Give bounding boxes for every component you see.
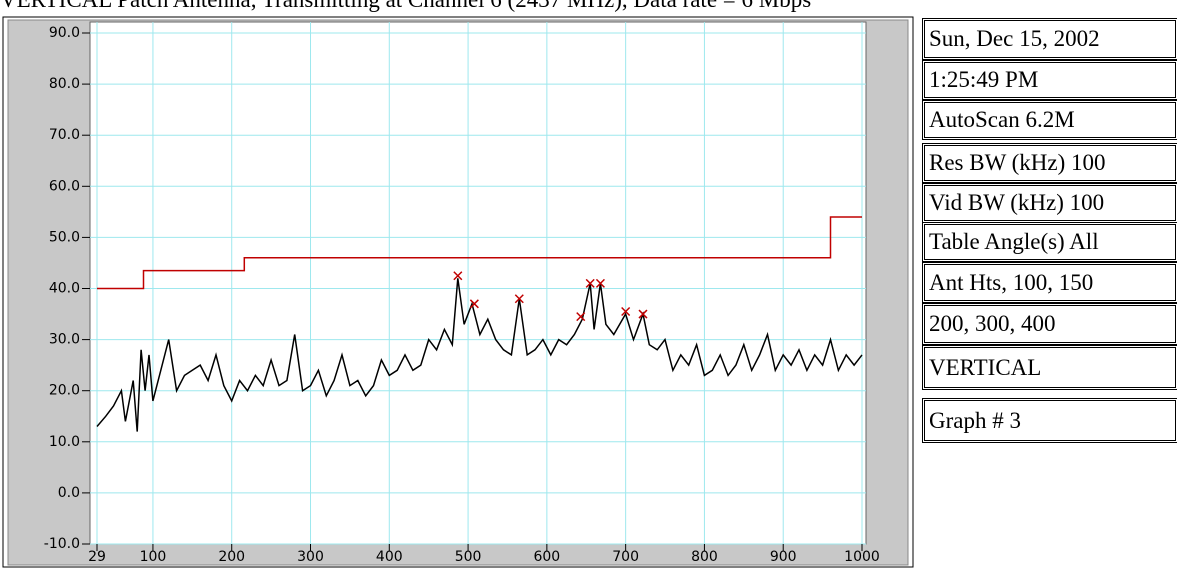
info-box: Sun, Dec 15, 2002 (922, 18, 1177, 60)
title: VERTICAL Patch Antenna, Transmitting at … (0, 0, 1177, 13)
x-tick-label: 100 (140, 549, 167, 565)
y-tick-label: -10.0 (44, 536, 80, 552)
emission-trace (96, 278, 863, 432)
y-tick-label: 60.0 (49, 178, 80, 194)
x-tick-label: 900 (770, 549, 797, 565)
x-tick-label: 600 (533, 549, 560, 565)
info-box: AutoScan 6.2M (922, 100, 1177, 140)
limit-line (97, 216, 862, 290)
y-tick-label: 90.0 (49, 25, 80, 41)
x-tick-label: 1000 (844, 549, 880, 565)
x-tick-label: 29 (88, 549, 106, 565)
y-tick-label: 30.0 (49, 332, 80, 348)
x-tick-label: 400 (376, 549, 403, 565)
x-tick-label: 500 (455, 549, 482, 565)
info-box: VERTICAL (922, 345, 1177, 390)
info-box: Table Angle(s) All (922, 222, 1177, 262)
info-box: Graph # 3 (922, 398, 1177, 443)
y-tick-label: 50.0 (49, 229, 80, 245)
x-tick-label: 800 (691, 549, 718, 565)
y-tick-label: 70.0 (49, 127, 80, 143)
peak-marker (638, 309, 648, 319)
info-box: 200, 300, 400 (922, 303, 1177, 345)
y-tick-label: 20.0 (49, 383, 80, 399)
y-tick-label: 40.0 (49, 281, 80, 297)
plot: 90.0 80.0 70.0 60.0 50.0 40.0 30.0 20.0 10.0 0.0 -… (44, 22, 880, 565)
peak-marker (585, 278, 595, 288)
info-box: 1:25:49 PM (922, 60, 1177, 100)
peak-marker (576, 312, 586, 322)
x-tick-label: 200 (218, 549, 245, 565)
y-tick-label: 10.0 (49, 434, 80, 450)
x-tick-label: 700 (612, 549, 639, 565)
peak-marker (514, 294, 524, 304)
peak-marker (469, 299, 479, 309)
chart: 90.0 80.0 70.0 60.0 50.0 40.0 30.0 20.0 10.0 0.0 -… (2, 16, 914, 568)
peak-marker (621, 306, 631, 317)
info-box: Res BW (kHz) 100 (922, 143, 1177, 183)
y-tick-label: 0.0 (58, 485, 80, 501)
plot-area (89, 21, 867, 545)
peak-marker (595, 278, 605, 288)
x-tick-label: 300 (297, 549, 324, 565)
y-tick-label: 80.0 (49, 76, 80, 92)
info-box: Vid BW (kHz) 100 (922, 183, 1177, 223)
peak-marker (453, 271, 463, 281)
info-box: Ant Hts, 100, 150 (922, 262, 1177, 303)
